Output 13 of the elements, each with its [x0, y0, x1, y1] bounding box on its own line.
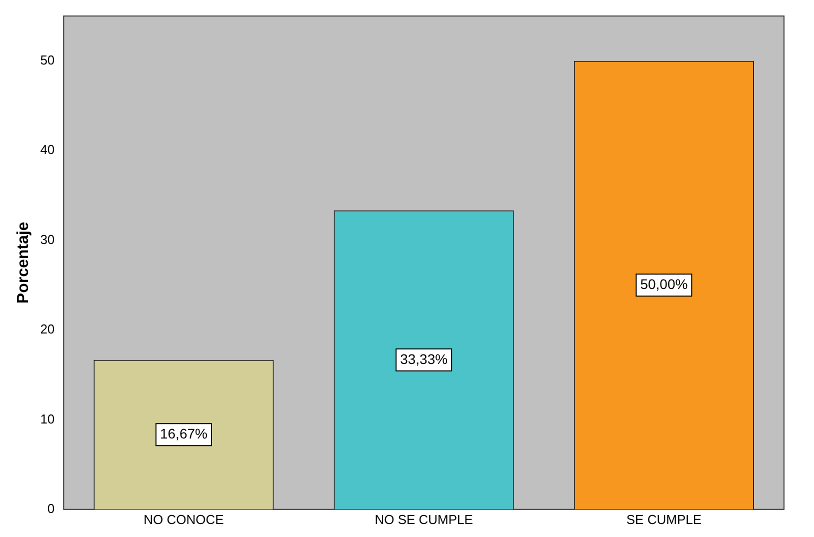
x-tick-label: NO CONOCE: [144, 512, 224, 527]
data-label: 16,67%: [160, 425, 208, 442]
y-axis-title: Porcentaje: [15, 222, 32, 304]
y-tick-label: 0: [47, 500, 55, 516]
x-tick-label: SE CUMPLE: [626, 512, 702, 527]
y-tick-label: 20: [40, 322, 55, 337]
y-tick-label: 10: [40, 411, 55, 426]
y-tick-label: 50: [40, 52, 55, 68]
y-tick-label: 30: [40, 232, 55, 247]
data-label: 50,00%: [640, 276, 688, 292]
y-tick-label: 40: [40, 142, 55, 158]
x-tick-label: NO SE CUMPLE: [374, 512, 474, 527]
data-label: 33,33%: [400, 350, 448, 367]
